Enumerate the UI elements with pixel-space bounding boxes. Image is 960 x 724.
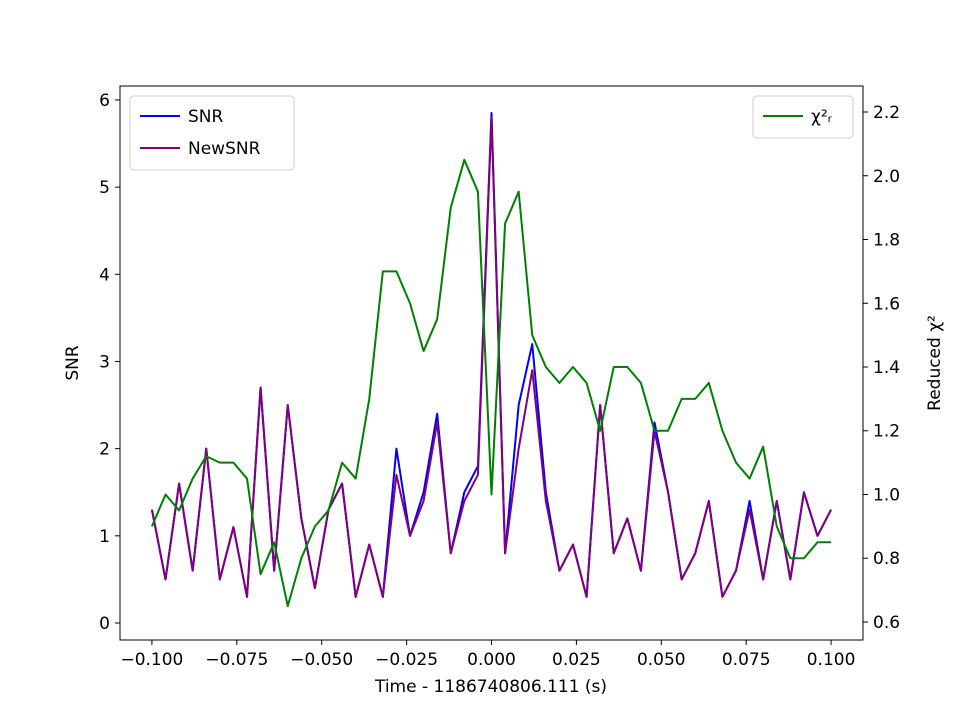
y-tick-label: 2 (99, 440, 110, 460)
x-tick-label: 0.075 (722, 650, 771, 670)
y2-tick-label: 1.6 (873, 294, 900, 314)
plot-frame (119, 85, 864, 641)
y2-tick-label: 1.0 (873, 485, 900, 505)
y-tick-label: 0 (99, 614, 110, 634)
legend-box (129, 95, 295, 171)
x-tick-label: −0.075 (205, 650, 268, 670)
y-tick-label: 3 (99, 352, 110, 372)
legend-label: χ²ᵣ (811, 107, 833, 127)
y2-tick-label: 1.8 (873, 231, 900, 251)
legend-label: NewSNR (188, 139, 261, 159)
x-tick-label: 0.025 (552, 650, 601, 670)
y-tick-label: 4 (99, 265, 110, 285)
y-tick-label: 1 (99, 527, 110, 547)
x-tick-label: −0.100 (120, 650, 183, 670)
y-tick-label: 6 (99, 91, 110, 111)
series-line (151, 158, 832, 608)
legend-label: SNR (188, 107, 224, 127)
y2-tick-label: 1.2 (873, 422, 900, 442)
series-line (150, 116, 832, 598)
x-tick-label: −0.025 (375, 650, 438, 670)
y2-tick-label: 2.2 (873, 103, 900, 123)
x-tick-label: 0.000 (467, 650, 516, 670)
y2-tick-label: 1.4 (873, 358, 900, 378)
y2-axis-label: Reduced χ² (925, 315, 945, 411)
y-tick-label: 5 (99, 178, 110, 198)
y2-tick-label: 0.8 (873, 549, 900, 569)
x-tick-label: 0.050 (637, 650, 686, 670)
y2-tick-label: 0.6 (873, 613, 900, 633)
x-axis-label: Time - 1186740806.111 (s) (374, 677, 607, 697)
x-tick-label: −0.050 (290, 650, 353, 670)
x-tick-label: 0.100 (807, 650, 856, 670)
y2-tick-label: 2.0 (873, 167, 900, 187)
y-axis-label: SNR (63, 345, 83, 381)
